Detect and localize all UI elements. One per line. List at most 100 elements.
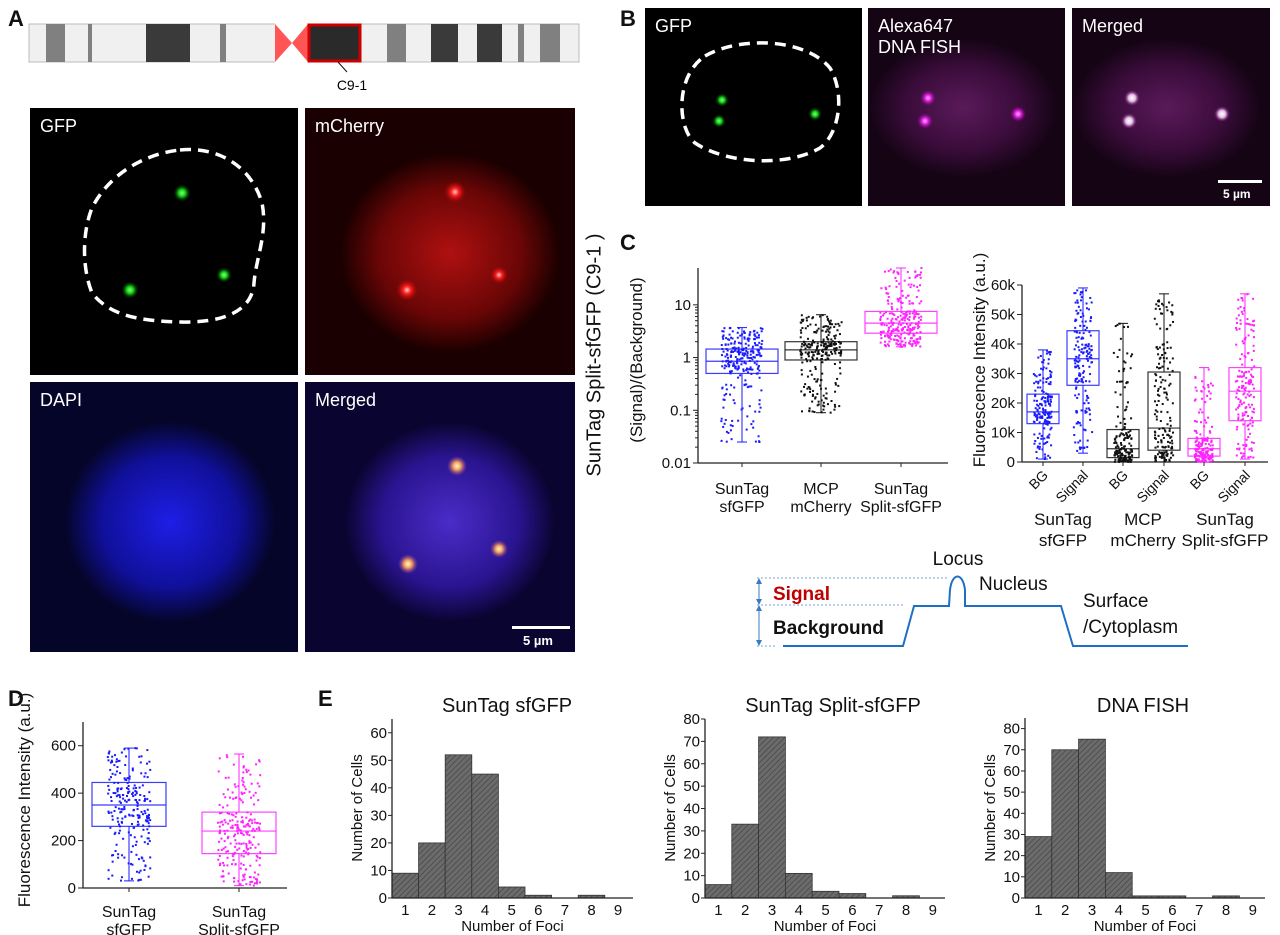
jitter-point	[1250, 379, 1253, 382]
jitter-point	[121, 854, 124, 857]
jitter-point	[838, 346, 841, 349]
jitter-point	[1236, 406, 1239, 409]
jitter-point	[890, 312, 893, 315]
jitter-point	[1251, 424, 1254, 427]
jitter-point	[899, 323, 902, 326]
jitter-point	[834, 323, 837, 326]
chromosome-band	[540, 24, 560, 62]
jitter-point	[1122, 445, 1125, 448]
jitter-point	[1249, 406, 1252, 409]
jitter-point	[1042, 409, 1045, 412]
jitter-point	[1236, 425, 1239, 428]
jitter-point	[253, 821, 256, 824]
image-label-line: DNA FISH	[878, 37, 962, 57]
jitter-point	[1250, 449, 1253, 452]
jitter-point	[1115, 450, 1118, 453]
y-tick-label: 50	[1003, 784, 1020, 801]
merged-focus	[447, 456, 467, 476]
jitter-point	[1123, 417, 1126, 420]
jitter-point	[758, 440, 761, 443]
gfp-focus	[216, 267, 232, 283]
jitter-point	[1158, 367, 1161, 370]
jitter-point	[1115, 425, 1118, 428]
jitter-point	[1165, 357, 1168, 360]
jitter-point	[136, 808, 139, 811]
jitter-point	[1252, 344, 1255, 347]
jitter-point	[727, 431, 730, 434]
jitter-point	[219, 829, 222, 832]
jitter-point	[1237, 298, 1240, 301]
jitter-point	[257, 826, 260, 829]
jitter-point	[911, 326, 914, 329]
jitter-point	[227, 822, 230, 825]
jitter-point	[1048, 415, 1051, 418]
jitter-point	[1158, 455, 1161, 458]
jitter-point	[1236, 388, 1239, 391]
jitter-point	[811, 410, 814, 413]
jitter-point	[117, 760, 120, 763]
jitter-point	[1075, 344, 1078, 347]
jitter-point	[822, 404, 825, 407]
jitter-point	[1116, 453, 1119, 456]
jitter-point	[1127, 431, 1130, 434]
jitter-point	[1047, 411, 1050, 414]
jitter-point	[820, 341, 823, 344]
y-tick-label: 20	[1003, 848, 1020, 865]
x-tick-label: 2	[428, 902, 436, 919]
jitter-point	[1248, 448, 1251, 451]
jitter-point	[1084, 411, 1087, 414]
jitter-point	[1073, 348, 1076, 351]
jitter-point	[1171, 439, 1174, 442]
jitter-point	[139, 878, 142, 881]
jitter-point	[1252, 297, 1255, 300]
jitter-point	[116, 790, 119, 793]
jitter-point	[1075, 355, 1078, 358]
jitter-point	[1050, 444, 1053, 447]
jitter-point	[1211, 425, 1214, 428]
jitter-point	[136, 820, 139, 823]
jitter-point	[1171, 304, 1174, 307]
jitter-point	[1119, 421, 1122, 424]
jitter-point	[148, 840, 151, 843]
jitter-point	[900, 328, 903, 331]
jitter-point	[746, 337, 749, 340]
jitter-point	[1035, 457, 1038, 460]
jitter-point	[896, 334, 899, 337]
jitter-point	[142, 824, 145, 827]
jitter-point	[1119, 433, 1122, 436]
jitter-point	[833, 362, 836, 365]
jitter-point	[915, 296, 918, 299]
jitter-point	[889, 338, 892, 341]
jitter-point	[134, 789, 137, 792]
jitter-point	[139, 761, 142, 764]
jitter-point	[1126, 436, 1129, 439]
centromere	[292, 24, 308, 62]
jitter-point	[1161, 312, 1164, 315]
jitter-point	[838, 367, 841, 370]
jitter-point	[1116, 380, 1119, 383]
jitter-point	[123, 799, 126, 802]
jitter-point	[840, 321, 843, 324]
jitter-point	[1202, 449, 1205, 452]
jitter-point	[1046, 349, 1049, 352]
jitter-point	[1037, 382, 1040, 385]
jitter-point	[744, 342, 747, 345]
jitter-point	[123, 808, 126, 811]
jitter-point	[1047, 382, 1050, 385]
jitter-point	[826, 357, 829, 360]
jitter-point	[1243, 309, 1246, 312]
jitter-point	[916, 327, 919, 330]
jitter-point	[113, 832, 116, 835]
y-tick-label: 0	[1012, 890, 1020, 907]
jitter-point	[1082, 364, 1085, 367]
jitter-point	[1237, 416, 1240, 419]
jitter-point	[240, 791, 243, 794]
jitter-point	[1113, 460, 1116, 463]
jitter-point	[754, 335, 757, 338]
jitter-point	[895, 285, 898, 288]
chromosome-band	[146, 24, 190, 62]
jitter-point	[1166, 423, 1169, 426]
jitter-point	[111, 815, 114, 818]
jitter-point	[917, 341, 920, 344]
jitter-point	[218, 832, 221, 835]
